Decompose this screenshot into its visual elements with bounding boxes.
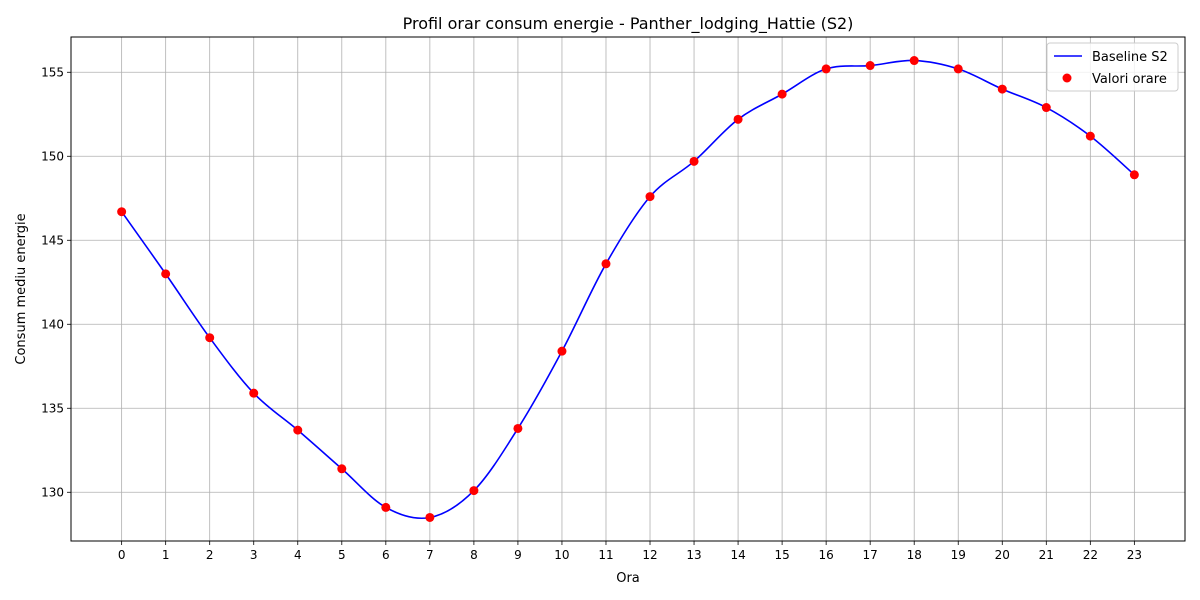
data-point-valori-orare [645, 192, 655, 202]
x-axis: 0 1 2 3 4 5 6 7 8 9 10 11 12 13 14 15 16 17 18 19 20 21 22 23 [118, 541, 1142, 562]
x-tick-label: 9 [514, 548, 522, 562]
data-point-valori-orare [1129, 170, 1139, 180]
series-line-baseline-s2 [120, 59, 1135, 520]
chart-title: Profil orar consum energie - Panther_lod… [403, 14, 854, 34]
y-tick-label: 140 [41, 317, 64, 331]
x-tick-label: 20 [995, 548, 1010, 562]
y-axis-label: Consum mediu energie [14, 213, 29, 364]
legend: Baseline S2 Valori orare [1046, 42, 1179, 92]
data-point-valori-orare [381, 502, 391, 512]
x-tick-label: 2 [206, 548, 214, 562]
x-tick-label: 13 [686, 548, 701, 562]
x-tick-label: 0 [118, 548, 126, 562]
data-point-valori-orare [865, 61, 875, 71]
data-point-valori-orare [425, 512, 435, 522]
data-point-valori-orare [1085, 131, 1095, 141]
data-point-valori-orare [601, 259, 611, 269]
x-tick-label: 4 [294, 548, 302, 562]
x-axis-label: Ora [616, 571, 640, 586]
data-point-valori-orare [117, 207, 127, 217]
data-point-valori-orare [1041, 103, 1051, 113]
data-point-valori-orare [557, 346, 567, 356]
y-axis: 130 135 140 145 150 155 [41, 65, 71, 499]
x-tick-label: 14 [730, 548, 745, 562]
x-tick-label: 7 [426, 548, 434, 562]
plot-frame [70, 36, 1186, 542]
data-point-valori-orare [161, 269, 171, 279]
data-point-valori-orare [337, 464, 347, 474]
x-tick-label: 23 [1127, 548, 1142, 562]
x-tick-label: 18 [907, 548, 922, 562]
y-tick-label: 150 [41, 149, 64, 163]
y-tick-label: 135 [41, 401, 64, 415]
data-point-valori-orare [733, 114, 743, 124]
x-tick-label: 11 [598, 548, 613, 562]
x-tick-label: 19 [951, 548, 966, 562]
legend-label-baseline: Baseline S2 [1092, 50, 1168, 65]
data-point-valori-orare [777, 89, 787, 99]
grid [71, 37, 1185, 541]
x-tick-label: 16 [819, 548, 834, 562]
data-point-valori-orare [293, 425, 303, 435]
data-point-valori-orare [997, 84, 1007, 94]
legend-box [1046, 42, 1179, 92]
x-tick-label: 6 [382, 548, 390, 562]
x-tick-label: 17 [863, 548, 878, 562]
y-tick-label: 130 [41, 485, 64, 499]
series-layer [117, 56, 1139, 522]
y-tick-label: 145 [41, 233, 64, 247]
x-tick-label: 22 [1083, 548, 1098, 562]
x-tick-label: 3 [250, 548, 258, 562]
data-point-valori-orare [909, 56, 919, 66]
data-point-valori-orare [249, 388, 259, 398]
data-point-valori-orare [513, 423, 523, 433]
data-point-valori-orare [205, 333, 215, 343]
x-tick-label: 10 [554, 548, 569, 562]
x-tick-label: 1 [162, 548, 170, 562]
data-point-valori-orare [469, 486, 479, 496]
x-tick-label: 8 [470, 548, 478, 562]
legend-label-valori: Valori orare [1092, 72, 1167, 87]
x-tick-label: 15 [774, 548, 789, 562]
legend-dot-swatch [1062, 73, 1072, 83]
x-tick-label: 12 [642, 548, 657, 562]
data-point-valori-orare [821, 64, 831, 74]
y-tick-label: 155 [41, 65, 64, 79]
data-point-valori-orare [953, 64, 963, 74]
x-tick-label: 21 [1039, 548, 1054, 562]
x-tick-label: 5 [338, 548, 346, 562]
data-point-valori-orare [689, 156, 699, 166]
